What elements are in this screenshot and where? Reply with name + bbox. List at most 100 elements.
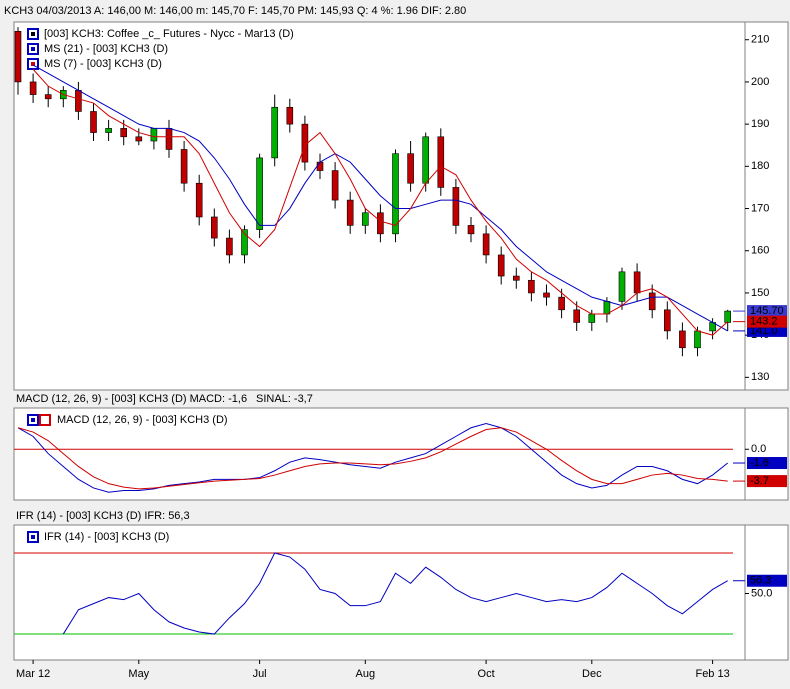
- axis-area: [744, 524, 789, 661]
- candle-body: [573, 309, 581, 323]
- legend-swatch-inner: [31, 32, 35, 36]
- candle-body: [497, 254, 505, 277]
- legend-label: IFR (14) - [003] KCH3 (D): [44, 531, 169, 543]
- value-box: [747, 315, 787, 328]
- legend-label: MACD (12, 26, 9) - [003] KCH3 (D): [57, 414, 228, 426]
- y-tick-label: 200: [751, 76, 769, 88]
- value-box: [747, 574, 787, 587]
- candle-body: [90, 111, 97, 133]
- candle-body: [271, 106, 279, 159]
- candle-body: [44, 94, 52, 100]
- value-box: [747, 457, 787, 470]
- candle-body: [14, 30, 22, 83]
- candle-body: [543, 292, 550, 298]
- x-tick-label: May: [128, 668, 149, 680]
- candle-body: [512, 275, 520, 281]
- candle-body: [346, 199, 354, 226]
- candle-body: [422, 136, 430, 184]
- legend-swatch-inner: [31, 47, 35, 51]
- legend-swatch: [39, 414, 51, 426]
- value-label: 141.0: [750, 325, 778, 337]
- candle-body: [120, 128, 127, 138]
- header-text: KCH3 04/03/2013 A: 146,00 M: 146,00 m: 1…: [4, 5, 466, 17]
- x-tick-label: Oct: [478, 668, 495, 680]
- value-label: -1.6: [750, 457, 769, 469]
- candle-body: [150, 128, 158, 142]
- candle-body: [694, 330, 701, 349]
- y-tick-label: 150: [751, 287, 769, 299]
- x-tick-label: Aug: [356, 668, 376, 680]
- candle-body: [558, 296, 565, 311]
- series-line: [32, 64, 728, 332]
- candle-body: [633, 271, 641, 294]
- candle-body: [316, 161, 324, 171]
- y-tick-label: 0.0: [751, 443, 766, 455]
- value-box: [747, 475, 787, 488]
- panel: [13, 524, 746, 661]
- panel: [13, 407, 746, 501]
- candle-body: [75, 90, 82, 112]
- legend-swatch-inner: [31, 62, 35, 66]
- candle-body: [226, 237, 233, 256]
- value-label: 145.70: [750, 305, 784, 317]
- candle-body: [679, 330, 686, 349]
- candle-body: [377, 212, 384, 235]
- candle-body: [286, 106, 294, 125]
- candle-body: [392, 153, 399, 235]
- candle-body: [241, 229, 248, 256]
- candle-body: [437, 136, 445, 188]
- panel-title: SINAL: -3,7: [256, 393, 313, 405]
- value-label: -3.7: [750, 475, 769, 487]
- candle-body: [105, 128, 112, 133]
- y-tick-label: 50.0: [751, 587, 772, 599]
- candle-body: [452, 187, 460, 226]
- legend-label: [003] KCH3: Coffee _c_ Futures - Nycc - …: [44, 28, 294, 40]
- x-tick-label: Dec: [582, 668, 602, 680]
- candle-body: [528, 279, 535, 294]
- candle-body: [256, 157, 263, 230]
- candle-body: [588, 313, 596, 323]
- panel-title: MACD (12, 26, 9) - [003] KCH3 (D) MACD: …: [16, 393, 247, 405]
- legend-label: MS (21) - [003] KCH3 (D): [44, 43, 168, 55]
- x-tick-label: Mar 12: [16, 668, 50, 680]
- value-box: [747, 305, 787, 318]
- series-line: [17, 427, 728, 490]
- value-label: 143.2: [750, 316, 778, 328]
- y-tick-label: 210: [751, 34, 769, 46]
- y-tick-label: 180: [751, 160, 769, 172]
- header-bar: [0, 0, 790, 20]
- candle-body: [648, 292, 656, 311]
- x-tick-label: Jul: [253, 668, 267, 680]
- legend-swatch-inner: [31, 418, 35, 422]
- legend-swatch-inner: [31, 535, 35, 539]
- candle-body: [663, 309, 671, 332]
- candle-body: [331, 170, 339, 201]
- candle-body: [165, 128, 173, 150]
- candle-body: [211, 216, 218, 239]
- y-tick-label: 190: [751, 118, 769, 130]
- y-tick-label: 170: [751, 202, 769, 214]
- y-tick-label: 160: [751, 245, 769, 257]
- value-box: [747, 324, 787, 337]
- series-line: [62, 552, 728, 635]
- candle-body: [618, 271, 626, 302]
- candle-body: [407, 153, 414, 184]
- candle-body: [603, 301, 611, 315]
- y-tick-label: 130: [751, 371, 769, 383]
- candle-body: [29, 81, 37, 95]
- candle-body: [361, 212, 369, 226]
- candle-body: [180, 149, 188, 184]
- legend-label: MS (7) - [003] KCH3 (D): [44, 58, 162, 70]
- panel-title: IFR (14) - [003] KCH3 (D) IFR: 56,3: [16, 510, 190, 522]
- series-line: [32, 68, 729, 336]
- candle-body: [195, 182, 203, 218]
- candle-body: [135, 136, 143, 142]
- candle-body: [467, 225, 475, 235]
- x-tick-label: Feb 13: [695, 668, 729, 680]
- panel: [13, 21, 746, 391]
- value-label: 56.3: [750, 575, 771, 587]
- candle-body: [724, 310, 732, 323]
- candle-body: [482, 233, 490, 256]
